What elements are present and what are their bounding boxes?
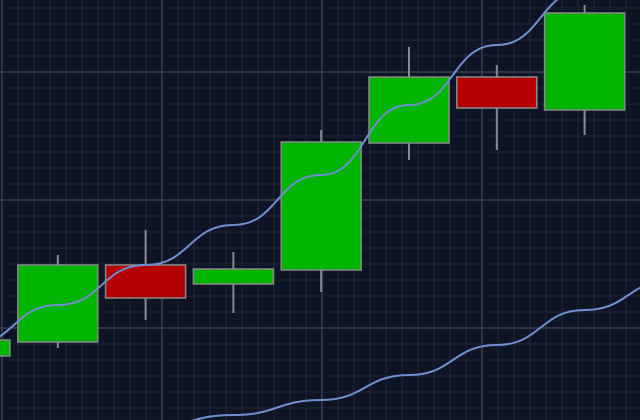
candle-up <box>368 76 450 144</box>
candle-down <box>104 264 187 299</box>
indicator-line-1 <box>0 0 559 338</box>
candle-up <box>17 264 99 343</box>
candle-up <box>543 12 626 111</box>
candle-down <box>456 76 538 109</box>
candle-up <box>0 339 11 357</box>
candle-up <box>192 268 275 285</box>
indicator-line-2 <box>191 286 640 420</box>
